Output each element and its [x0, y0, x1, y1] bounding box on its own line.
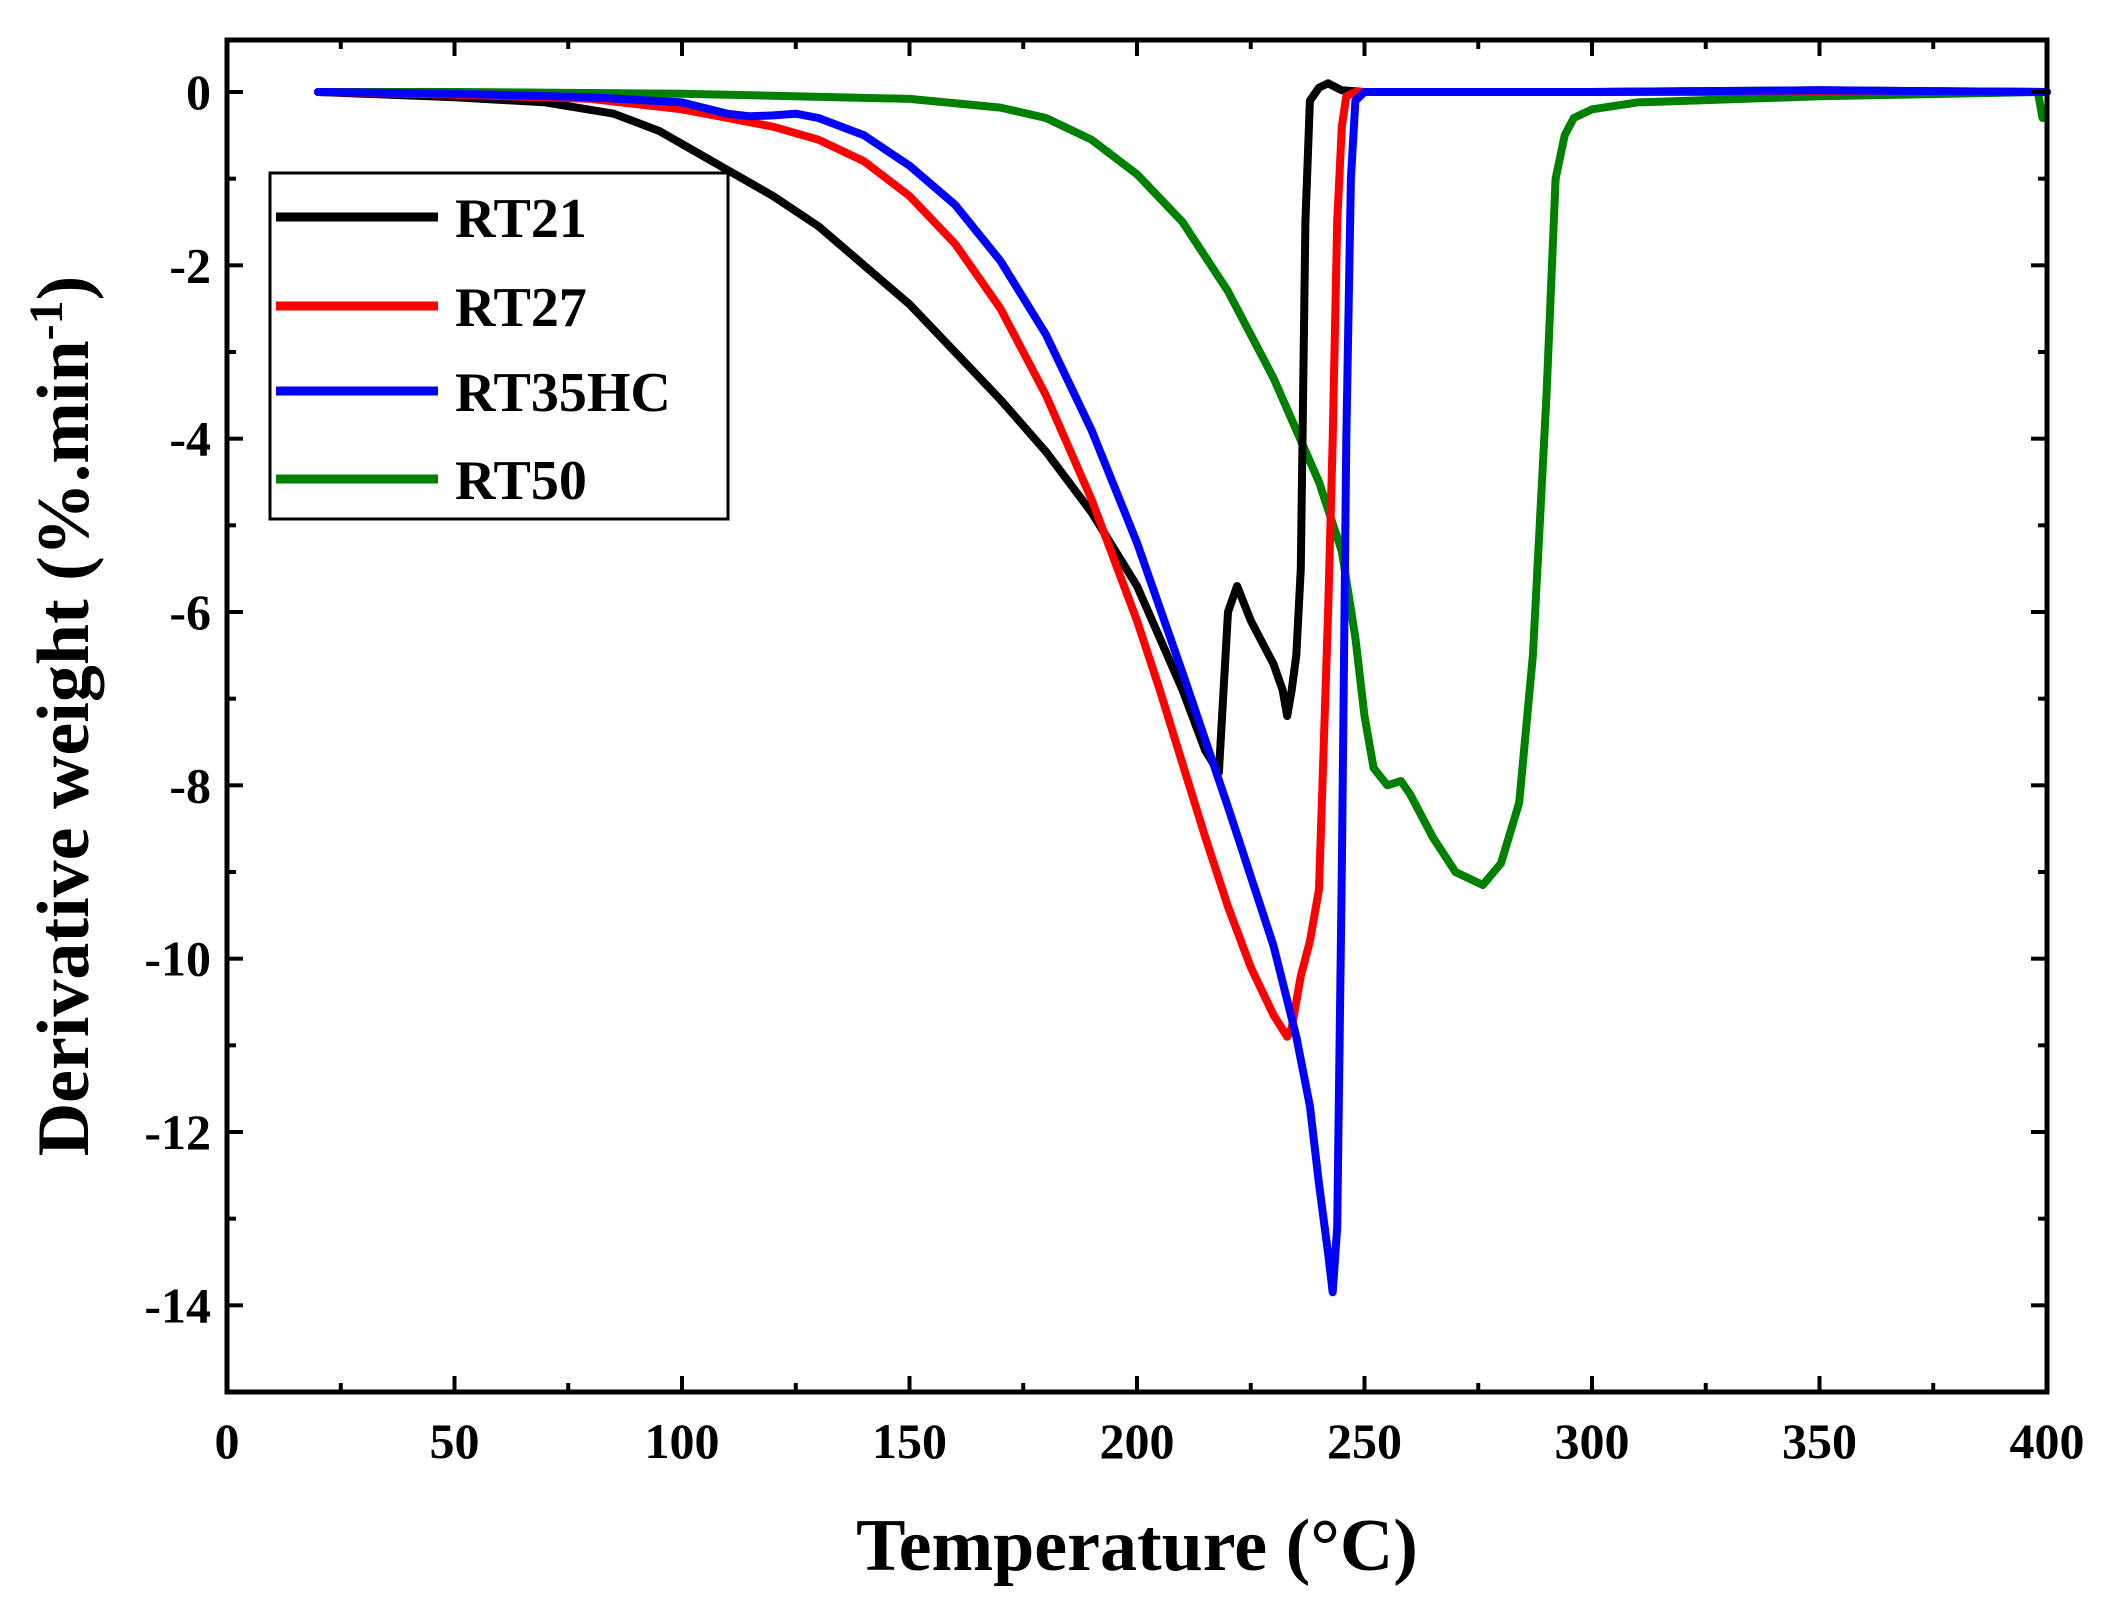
- x-tick-label: 0: [215, 1413, 240, 1469]
- tick-layer: 0 50 100 150 200 250 300 350 400 0 -2 -4 -6 -8 -10 -12 -…: [144, 40, 2085, 1469]
- y-tick-label: -10: [144, 931, 211, 987]
- x-tick-label: 250: [1327, 1413, 1402, 1469]
- y-tick-label: -12: [144, 1104, 211, 1160]
- legend-box: [268, 171, 730, 521]
- series-line-rt35hc: [314, 86, 2051, 1297]
- legend-label-rt27: RT27: [455, 277, 587, 339]
- x-tick-label: 200: [1100, 1413, 1175, 1469]
- y-axis-title-main: Derivative weight (%.min: [23, 340, 105, 1156]
- y-tick-label: -6: [169, 584, 211, 640]
- series-line-rt27: [314, 88, 2051, 1041]
- x-tick-label: 400: [2010, 1413, 2085, 1469]
- series-layer: [314, 79, 2051, 1297]
- y-axis-title-superscript: -1: [20, 300, 73, 340]
- y-tick-label: -8: [169, 757, 211, 813]
- series-line-rt50: [314, 88, 2047, 889]
- x-tick-label: 150: [872, 1413, 947, 1469]
- legend-label-rt35hc: RT35HC: [455, 362, 671, 424]
- x-tick-label: 50: [430, 1413, 480, 1469]
- x-tick-label: 350: [1782, 1413, 1857, 1469]
- y-axis-title: Derivative weight (%.min-1): [20, 276, 105, 1157]
- legend-label-rt21: RT21: [455, 188, 587, 250]
- legend-label-rt50: RT50: [455, 450, 587, 512]
- x-tick-label: 100: [645, 1413, 720, 1469]
- x-tick-label: 300: [1555, 1413, 1630, 1469]
- y-tick-label: -14: [144, 1277, 211, 1333]
- y-axis-title-close: ): [23, 276, 105, 301]
- y-tick-label: -4: [169, 411, 211, 467]
- x-axis-title: Temperature (°C): [856, 1505, 1418, 1587]
- y-tick-label: -2: [169, 237, 211, 293]
- y-tick-label: 0: [186, 64, 211, 120]
- legend: RT21 RT27 RT35HC RT50: [268, 171, 730, 521]
